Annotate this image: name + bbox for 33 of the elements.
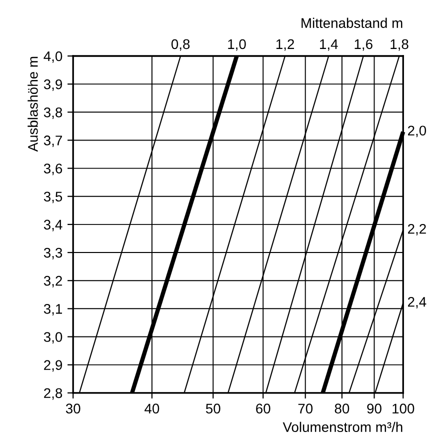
y-tick-label: 2,9 [44,360,62,372]
x2-axis-title: Mittenabstand m [302,18,402,28]
y-tick-label: 3,9 [44,79,62,91]
y-tick-label: 3,1 [44,304,62,316]
y-tick-label: 3,7 [44,136,62,148]
x-tick-label: 30 [66,404,80,414]
x-axis-title: Volumenstrom m³/h [282,422,402,432]
x-tick-label: 80 [334,404,350,414]
y-tick-label: 2,8 [44,388,62,400]
y-tick-label: 3,5 [44,192,62,204]
x-tick-label: 50 [206,404,220,414]
series-label: 2,0 [408,126,426,138]
series-label: 1,4 [320,39,338,51]
series-label: 1,6 [354,39,372,51]
y-tick-label: 3,0 [44,332,62,344]
series-label: 1,2 [276,39,294,51]
series-label: 1,8 [390,39,408,51]
y-axis-title: Ausblashöhe m [28,56,38,152]
x-tick-label: 60 [256,404,270,414]
y-tick-label: 3,6 [44,164,62,176]
y-tick-label: 4,0 [44,51,62,63]
y-tick-label: 3,2 [44,276,62,288]
x-tick-label: 90 [367,404,382,414]
x-tick-label: 70 [298,404,313,414]
series-label: 1,0 [228,39,246,51]
y-tick-label: 3,3 [44,248,62,260]
series-label: 2,4 [408,296,426,308]
x-tick-label: 100 [392,404,414,414]
series-label: 2,2 [408,224,426,236]
series-label: 0,8 [171,39,190,51]
y-tick-label: 3,4 [44,220,62,232]
y-tick-label: 3,8 [44,107,62,119]
x-tick-label: 40 [144,404,160,414]
